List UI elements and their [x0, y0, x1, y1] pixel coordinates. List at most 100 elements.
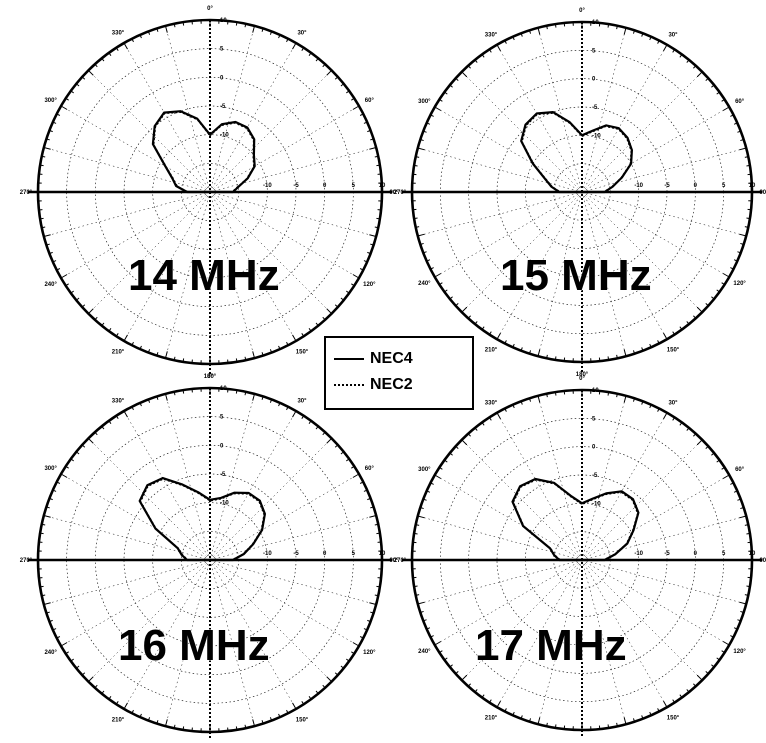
ring-tick — [61, 474, 67, 478]
grid-spoke — [538, 28, 582, 192]
grid-spoke — [210, 411, 296, 560]
ring-tick — [376, 218, 379, 219]
radial-tick-label: 5 — [220, 415, 224, 421]
ring-tick — [416, 525, 419, 526]
ring-tick — [462, 72, 467, 77]
angle-tick-label: 300° — [418, 99, 431, 105]
ring-tick — [608, 24, 609, 27]
ring-tick — [664, 45, 668, 51]
ring-tick — [745, 525, 748, 526]
grid-spoke — [582, 72, 702, 192]
angle-tick-label: 0° — [579, 8, 585, 14]
angle-tick-label: 210° — [112, 717, 125, 723]
ring-tick — [497, 45, 501, 51]
ring-tick — [547, 394, 548, 397]
angle-tick-label: 60° — [365, 466, 375, 472]
angle-tick-label: 210° — [485, 716, 498, 722]
grid-spoke — [210, 394, 255, 560]
ring-tick — [375, 156, 378, 157]
ring-tick — [183, 358, 184, 361]
ring-tick — [88, 677, 93, 682]
polar-plot-2: 0°30°60°90°120°150°180°210°240°270°300°3… — [394, 8, 766, 378]
series-line-nec4 — [513, 479, 639, 560]
radial-tick-label: 5 — [592, 416, 596, 422]
ring-tick — [497, 413, 501, 419]
ring-tick — [746, 586, 749, 587]
grid-spoke — [582, 396, 626, 560]
radial-tick-label: 10 — [749, 183, 756, 189]
angle-tick-label: 30° — [668, 400, 678, 406]
ring-tick — [547, 355, 548, 358]
ring-tick — [124, 703, 128, 709]
angle-tick-label: 270° — [394, 190, 407, 196]
ring-tick — [746, 218, 749, 219]
ring-tick — [327, 70, 332, 75]
angle-tick-label: 90° — [759, 190, 766, 196]
grid-spoke — [210, 70, 332, 192]
radial-tick-label: 0 — [592, 445, 596, 451]
angle-tick-label: 240° — [418, 649, 431, 655]
ring-tick — [245, 24, 246, 27]
radial-tick-label: 0 — [323, 551, 327, 557]
ring-tick — [462, 307, 467, 312]
grid-spoke — [44, 192, 210, 237]
angle-tick-label: 330° — [112, 31, 125, 37]
grid-spoke — [435, 107, 582, 192]
ring-tick — [723, 642, 729, 646]
ring-tick — [376, 165, 379, 166]
radial-tick-label: -5 — [664, 551, 670, 557]
angle-tick-label: 300° — [418, 467, 431, 473]
ring-tick — [327, 677, 332, 682]
ring-tick — [697, 675, 702, 680]
polar-plot-3: 0°30°60°90°120°150°180°210°240°270°300°3… — [20, 374, 399, 738]
ring-tick — [723, 475, 729, 479]
angle-tick-label: 30° — [297, 31, 307, 37]
ring-tick — [293, 411, 297, 417]
grid-spoke — [210, 26, 255, 192]
radial-tick-label: -5 — [664, 183, 670, 189]
ring-tick — [40, 165, 43, 166]
ring-tick — [88, 309, 93, 314]
radial-tick-label: -10 — [220, 133, 229, 139]
ring-tick — [236, 390, 237, 393]
ring-tick — [462, 440, 467, 445]
ring-tick — [174, 357, 175, 360]
ring-tick — [353, 474, 359, 478]
ring-tick — [416, 157, 419, 158]
ring-tick — [376, 533, 379, 534]
grid-spoke — [210, 474, 359, 560]
ring-tick — [61, 275, 67, 279]
radial-tick-label: -5 — [293, 183, 299, 189]
ring-tick — [723, 107, 729, 111]
ring-tick — [555, 392, 556, 395]
angle-tick-label: 60° — [735, 99, 745, 105]
ring-tick — [746, 165, 749, 166]
ring-tick — [245, 392, 246, 395]
angle-tick-label: 30° — [297, 399, 307, 405]
grid-spoke — [44, 560, 210, 605]
grid-spoke — [582, 560, 746, 604]
angle-tick-label: 60° — [735, 467, 745, 473]
grid-spoke — [582, 192, 746, 236]
ring-tick — [414, 586, 417, 587]
legend-solid-line — [334, 358, 364, 360]
ring-tick — [183, 390, 184, 393]
legend-item-nec2: NEC2 — [334, 374, 413, 396]
radial-tick-label: -10 — [592, 133, 601, 139]
ring-tick — [435, 475, 441, 479]
angle-tick-label: 270° — [20, 558, 33, 564]
radial-tick-label: -5 — [220, 472, 226, 478]
ring-tick — [353, 643, 359, 647]
angle-tick-label: 120° — [363, 282, 376, 288]
radial-tick-label: 10 — [592, 388, 599, 394]
grid-spoke — [165, 394, 210, 560]
grid-spoke — [582, 440, 702, 560]
angle-tick-label: 210° — [485, 348, 498, 354]
radial-tick-label: 5 — [592, 48, 596, 54]
angle-tick-label: 150° — [667, 348, 680, 354]
radial-tick-label: 0 — [694, 183, 698, 189]
angle-tick-label: 90° — [759, 558, 766, 564]
ring-tick — [375, 524, 378, 525]
radial-tick-label: 5 — [722, 183, 726, 189]
ring-tick — [174, 24, 175, 27]
